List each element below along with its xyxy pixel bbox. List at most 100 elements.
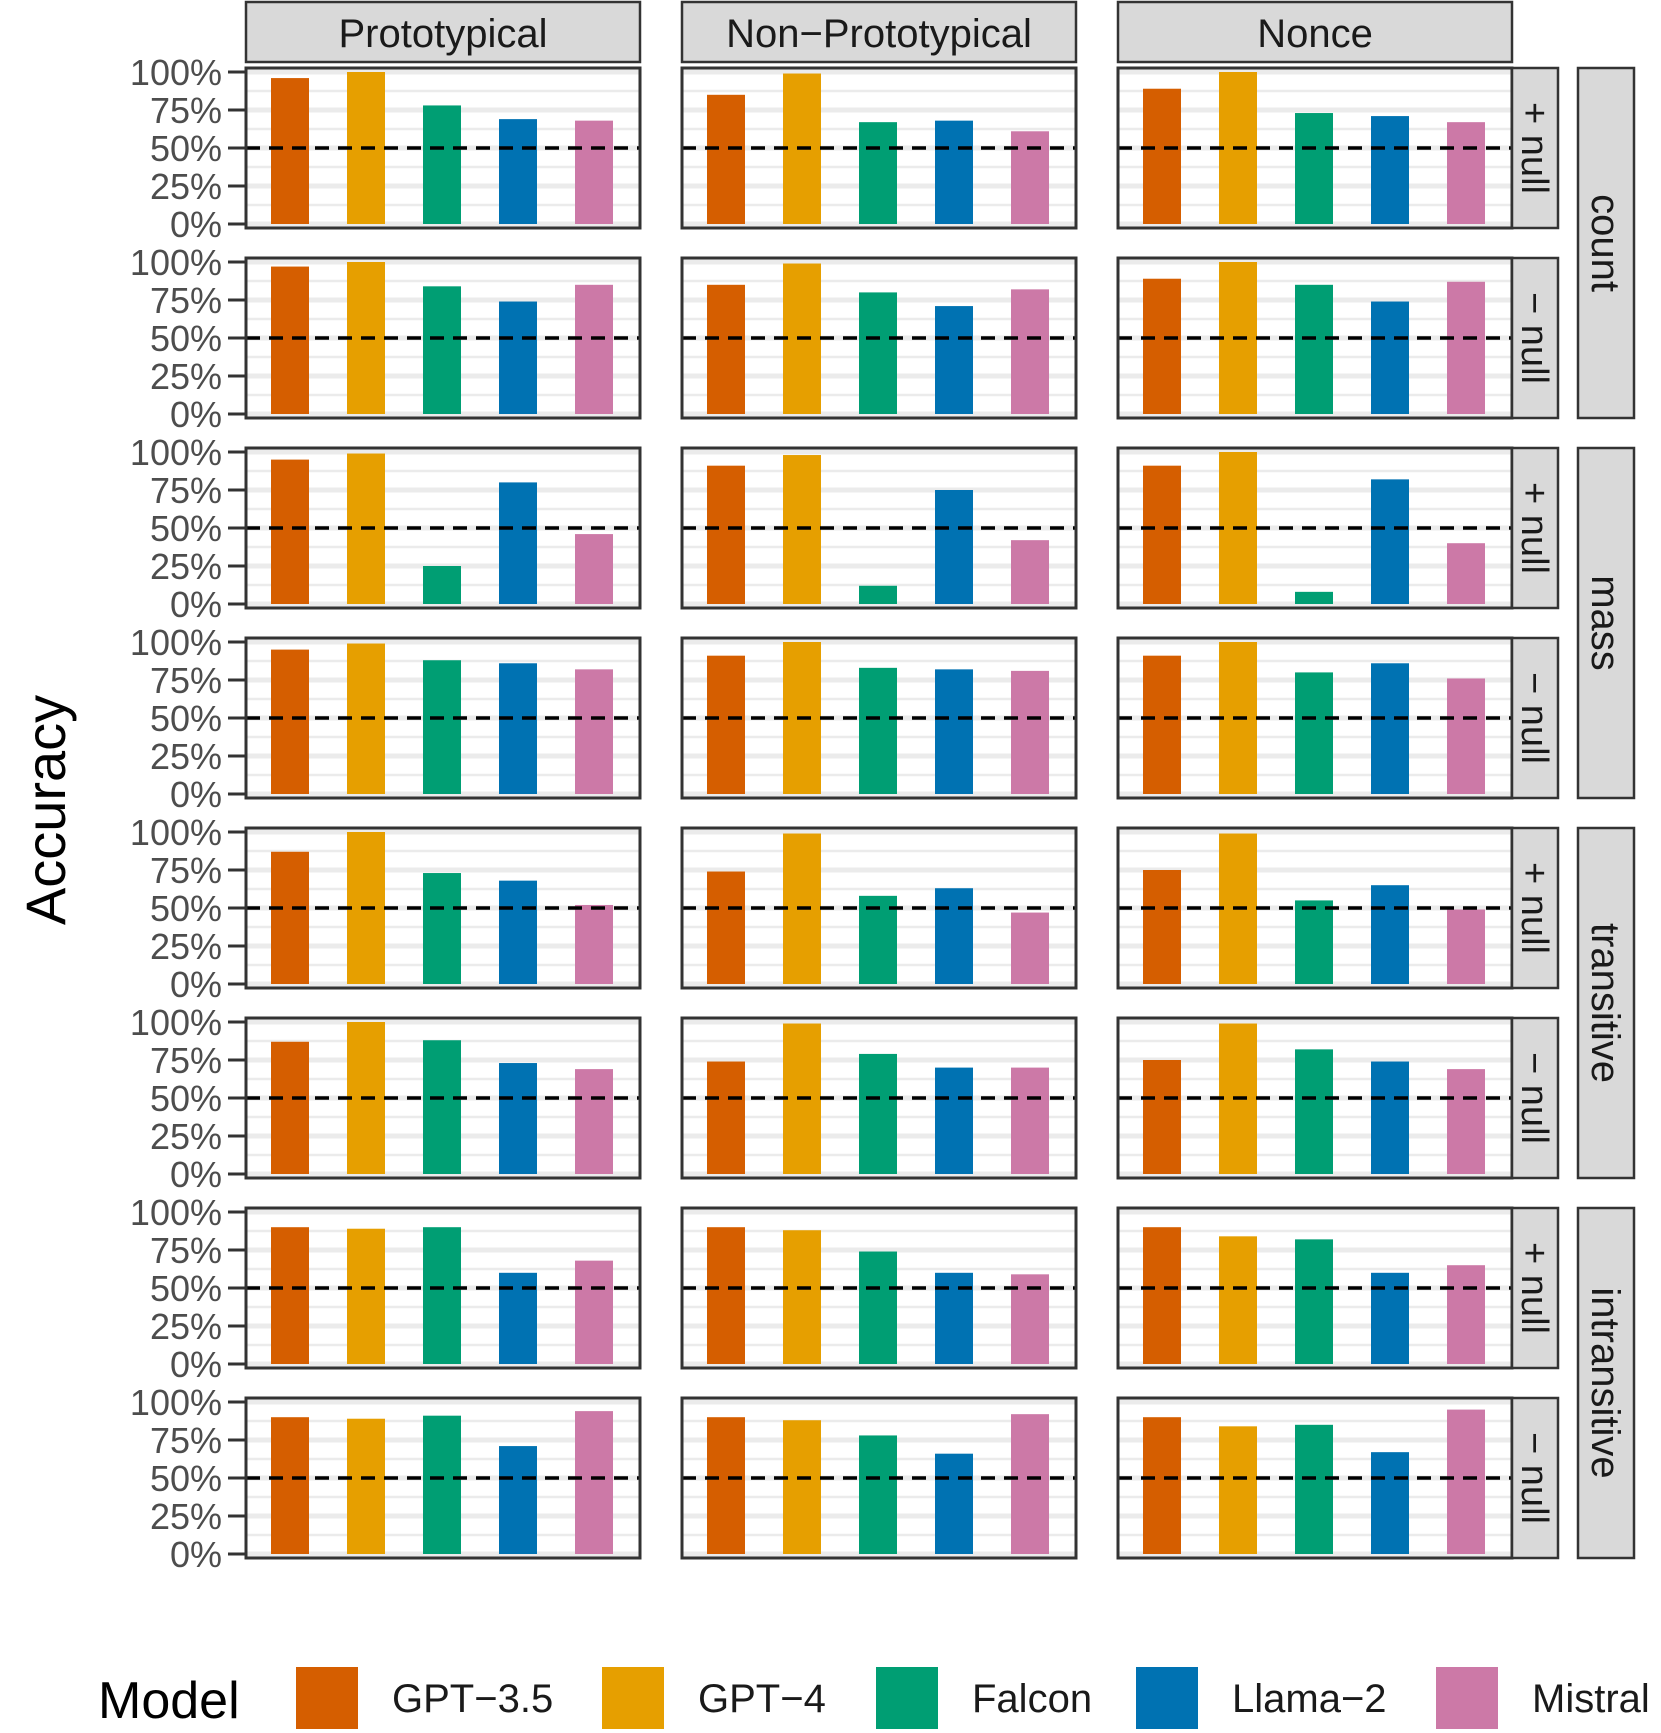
bar — [935, 669, 973, 794]
group-strip-label: mass — [1583, 575, 1627, 671]
bar — [1219, 1426, 1257, 1554]
bar — [1011, 912, 1049, 984]
y-tick-label: 100% — [130, 52, 222, 93]
group-strip-label: transitive — [1583, 923, 1627, 1083]
legend-item: Llama−2 — [1136, 1667, 1387, 1729]
bar — [1371, 1061, 1409, 1174]
panel — [1116, 256, 1514, 420]
y-axis-title-group: Accuracy — [14, 695, 77, 925]
bar — [1447, 122, 1485, 224]
y-tick-label: 100% — [130, 1002, 222, 1043]
column-strip: Non−Prototypical — [680, 0, 1078, 64]
bar — [1295, 591, 1333, 604]
column-strip-bg — [680, 0, 1078, 64]
bar — [271, 1417, 309, 1554]
y-tick-label: 50% — [150, 1458, 222, 1499]
bar — [423, 105, 461, 224]
group-strip-bg — [1576, 446, 1636, 800]
bar — [1447, 1265, 1485, 1364]
panel — [244, 1206, 642, 1370]
group-strip-label: count — [1583, 194, 1627, 292]
bar — [1143, 870, 1181, 984]
panel — [1116, 1396, 1514, 1560]
bar — [575, 120, 613, 224]
y-tick-label: 100% — [130, 242, 222, 283]
row-strip-bg — [1510, 446, 1560, 610]
panel — [244, 636, 642, 800]
y-tick-label: 100% — [130, 1192, 222, 1233]
legend-swatch — [602, 1667, 664, 1729]
bar — [499, 482, 537, 604]
bar — [1371, 1452, 1409, 1554]
panel — [1116, 1016, 1514, 1180]
bar — [499, 663, 537, 794]
panel-border — [244, 66, 642, 230]
bar — [271, 851, 309, 984]
y-tick-label: 75% — [150, 1420, 222, 1461]
row-strip: − null — [1510, 1016, 1560, 1180]
legend-swatch — [1136, 1667, 1198, 1729]
y-tick-label: 75% — [150, 90, 222, 131]
row-strip: − null — [1510, 1396, 1560, 1560]
legend-label: GPT−4 — [698, 1677, 826, 1721]
bar — [1371, 116, 1409, 224]
bar — [1011, 670, 1049, 794]
bar — [1447, 909, 1485, 984]
y-tick-label: 50% — [150, 698, 222, 739]
bar — [1011, 131, 1049, 224]
bar — [859, 1251, 897, 1364]
bar — [1143, 278, 1181, 414]
bar — [1295, 1424, 1333, 1554]
bar — [423, 873, 461, 984]
column-strip: Nonce — [1116, 0, 1514, 64]
y-tick-label: 100% — [130, 622, 222, 663]
row-strip-bg — [1510, 66, 1560, 230]
y-tick-label: 0% — [170, 584, 222, 625]
panel — [1116, 636, 1514, 800]
legend-item: GPT−4 — [602, 1667, 826, 1729]
bar — [1143, 655, 1181, 794]
y-tick-label: 25% — [150, 926, 222, 967]
row-strip-label: + null — [1513, 1242, 1555, 1334]
bar — [1295, 113, 1333, 224]
panel-border — [244, 1206, 642, 1370]
panel-border — [244, 1016, 642, 1180]
bar — [271, 1227, 309, 1364]
row-strip: + null — [1510, 446, 1560, 610]
column-strip: Prototypical — [244, 0, 642, 64]
panel-border — [244, 256, 642, 420]
bar — [1447, 1409, 1485, 1554]
bar — [859, 667, 897, 794]
bar — [1011, 1414, 1049, 1554]
y-tick-label: 25% — [150, 546, 222, 587]
bar — [347, 1418, 385, 1554]
panel-border — [680, 636, 1078, 800]
panel — [680, 636, 1078, 800]
bar — [783, 1420, 821, 1554]
panel — [680, 256, 1078, 420]
y-tick-label: 75% — [150, 280, 222, 321]
bar — [707, 94, 745, 224]
y-tick-label: 50% — [150, 508, 222, 549]
y-tick-label: 100% — [130, 432, 222, 473]
bar — [1011, 540, 1049, 604]
bar — [575, 534, 613, 604]
bar — [271, 459, 309, 604]
panel — [244, 256, 642, 420]
row-strip-label: + null — [1513, 482, 1555, 574]
y-tick-label: 0% — [170, 1534, 222, 1575]
y-tick-label: 100% — [130, 812, 222, 853]
row-strip: − null — [1510, 256, 1560, 420]
row-strip-bg — [1510, 826, 1560, 990]
bar — [859, 585, 897, 604]
panel-border — [680, 1016, 1078, 1180]
row-strip-label: − null — [1513, 672, 1555, 764]
legend-item: GPT−3.5 — [296, 1667, 553, 1729]
bar — [1447, 1069, 1485, 1174]
panel-border — [244, 446, 642, 610]
group-strip: count — [1576, 66, 1636, 420]
panel — [244, 826, 642, 990]
legend-label: Falcon — [972, 1677, 1092, 1721]
y-tick-label: 75% — [150, 660, 222, 701]
